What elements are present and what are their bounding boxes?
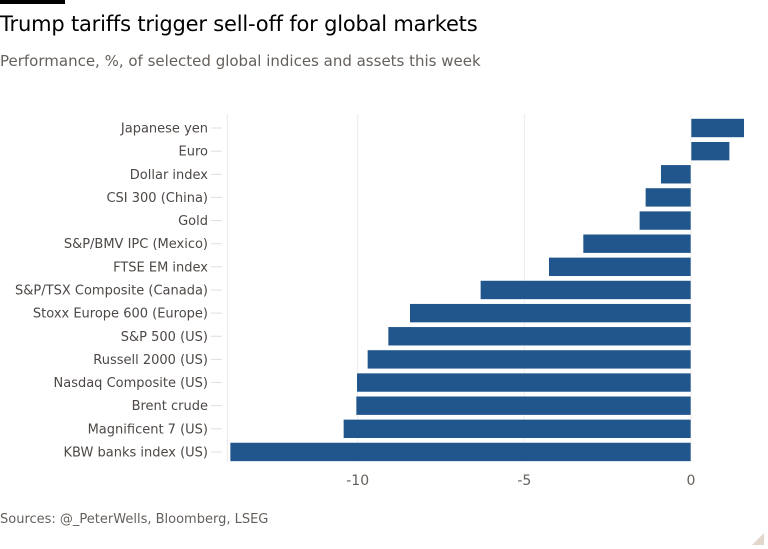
- x-tick-label: 0: [687, 473, 696, 489]
- bar: [355, 395, 692, 416]
- bar: [343, 419, 692, 439]
- x-tick-label: -10: [346, 473, 369, 489]
- corner-mark-icon: [752, 533, 764, 545]
- category-label: Magnificent 7 (US): [88, 422, 208, 437]
- bar: [582, 233, 692, 254]
- category-label: Russell 2000 (US): [93, 353, 208, 368]
- chart-subtitle: Performance, %, of selected global indic…: [0, 52, 481, 70]
- bar: [356, 372, 692, 393]
- category-label: S&P/TSX Composite (Canada): [15, 283, 208, 298]
- bar: [229, 442, 692, 462]
- category-label: Dollar index: [130, 168, 209, 183]
- bar: [645, 187, 692, 208]
- bar: [690, 118, 745, 138]
- category-label: Nasdaq Composite (US): [54, 376, 209, 391]
- bar: [690, 141, 730, 161]
- category-label: Brent crude: [132, 399, 208, 414]
- category-label: CSI 300 (China): [106, 191, 208, 206]
- bar: [409, 303, 692, 323]
- chart-title: Trump tariffs trigger sell-off for globa…: [0, 12, 478, 36]
- bar: [480, 280, 692, 300]
- category-label: S&P 500 (US): [121, 330, 208, 345]
- bar: [639, 210, 692, 231]
- category-label: Japanese yen: [120, 122, 208, 137]
- category-label: FTSE EM index: [113, 260, 208, 275]
- brand-bar: [0, 0, 65, 4]
- category-label: KBW banks index (US): [64, 445, 208, 460]
- bar: [387, 326, 692, 347]
- bar: [548, 257, 692, 277]
- category-label: S&P/BMV IPC (Mexico): [64, 237, 208, 252]
- x-tick-label: -5: [517, 473, 531, 489]
- category-label: Gold: [178, 214, 208, 229]
- bar: [660, 164, 692, 185]
- category-label: Euro: [179, 145, 209, 160]
- bar: [367, 349, 692, 370]
- category-label: Stoxx Europe 600 (Europe): [33, 307, 208, 322]
- source-note: Sources: @_PeterWells, Bloomberg, LSEG: [0, 512, 269, 527]
